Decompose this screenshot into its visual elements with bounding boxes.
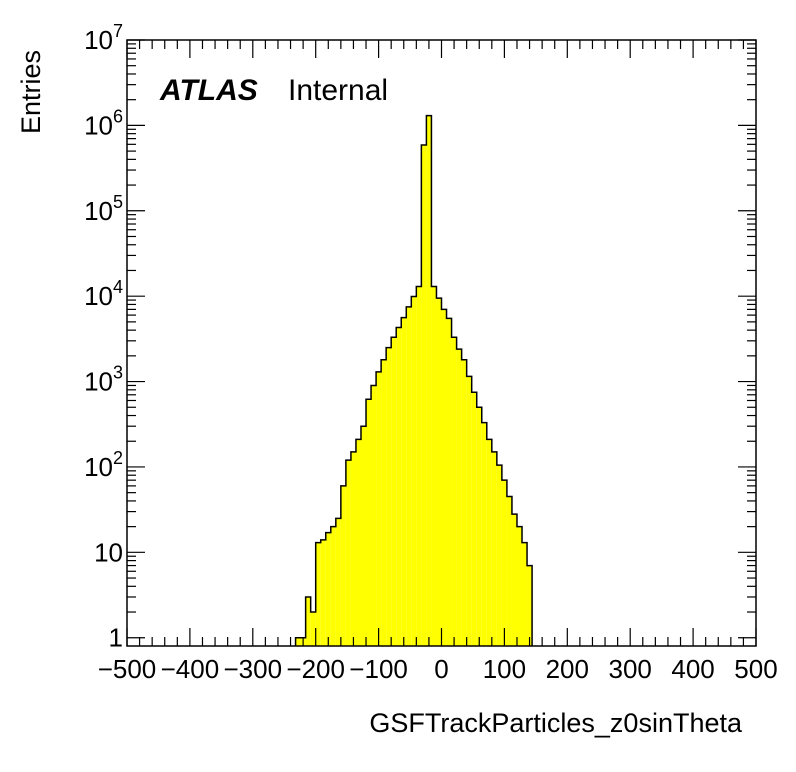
histogram-bar	[391, 337, 397, 646]
histogram-bar	[371, 385, 377, 646]
x-tick-label: 100	[483, 654, 526, 684]
y-tick-label: 103	[84, 363, 123, 397]
histogram-bar	[446, 318, 452, 646]
x-axis-title: GSFTrackParticles_z0sinTheta	[369, 708, 743, 738]
y-tick-label: 105	[84, 192, 123, 226]
y-tick-label: 1	[109, 623, 123, 653]
x-tick-label: 500	[734, 654, 777, 684]
y-tick-label: 107	[84, 21, 123, 55]
histogram-bar	[451, 337, 457, 646]
histogram-bar	[355, 439, 361, 646]
histogram-bar	[386, 347, 392, 646]
histogram-bar	[360, 426, 367, 646]
histogram-bar	[456, 349, 462, 646]
histogram-bar	[426, 115, 432, 647]
histogram-bar	[320, 539, 326, 646]
x-tick-label: −400	[161, 654, 220, 684]
histogram-bar	[305, 596, 311, 646]
histogram-bar	[411, 296, 417, 646]
histogram-bar	[396, 327, 402, 646]
histogram-bar	[325, 532, 331, 646]
histogram-bar	[310, 612, 316, 646]
histogram-bar	[345, 460, 351, 646]
y-tick-label: 10	[94, 537, 123, 567]
histogram-bar	[416, 286, 422, 646]
histogram-bar	[466, 376, 472, 646]
y-axis-title: Entries	[16, 50, 46, 134]
histogram-bar	[335, 518, 341, 646]
x-tick-label: 400	[671, 654, 714, 684]
histogram-bar	[476, 407, 482, 646]
histogram-bar	[522, 542, 528, 646]
y-tick-label: 106	[84, 106, 123, 140]
x-tick-label: 0	[434, 654, 448, 684]
histogram-bar	[315, 542, 321, 646]
y-tick-label: 102	[84, 448, 123, 482]
histogram-bar	[406, 306, 412, 646]
histogram-bar	[471, 392, 477, 646]
histogram-bar	[491, 451, 497, 646]
histogram-bar	[340, 485, 346, 646]
histogram-bar	[436, 298, 442, 646]
histogram-bar	[350, 451, 356, 646]
histogram-bar	[295, 637, 301, 646]
x-tick-label: −200	[286, 654, 345, 684]
x-tick-label: −500	[98, 654, 157, 684]
axis-ticks	[126, 39, 757, 646]
histogram-bar	[381, 359, 387, 646]
histogram-bar	[511, 514, 517, 646]
x-tick-label: 300	[609, 654, 652, 684]
atlas-label: ATLAS	[159, 74, 258, 107]
internal-label: Internal	[288, 74, 388, 107]
histogram-bar	[330, 526, 336, 646]
x-tick-label: 200	[546, 654, 589, 684]
histogram-outline	[294, 114, 533, 646]
histogram-bar	[401, 317, 407, 646]
histogram-bar	[461, 359, 467, 646]
histogram-bar	[501, 480, 507, 646]
histogram-bars	[295, 115, 533, 647]
histogram-bar	[496, 465, 502, 646]
x-tick-label: −100	[349, 654, 408, 684]
histogram-bar	[376, 371, 382, 646]
histogram-bar	[506, 496, 512, 646]
x-tick-labels: −500 −400 −300 −200 −100 0 100 200 300 400 500	[98, 654, 778, 684]
histogram-bar	[431, 286, 437, 646]
y-tick-label: 104	[84, 277, 123, 311]
histogram-bar	[366, 399, 372, 646]
histogram-bar	[516, 526, 523, 646]
histogram-bar	[421, 144, 427, 646]
histogram-bar	[481, 422, 487, 646]
histogram-bar	[527, 565, 533, 646]
histogram-bar	[441, 309, 447, 646]
histogram-bar	[486, 439, 492, 646]
y-tick-labels: 1 10 102 103 104 105 106 107	[84, 21, 123, 653]
x-tick-label: −300	[224, 654, 283, 684]
